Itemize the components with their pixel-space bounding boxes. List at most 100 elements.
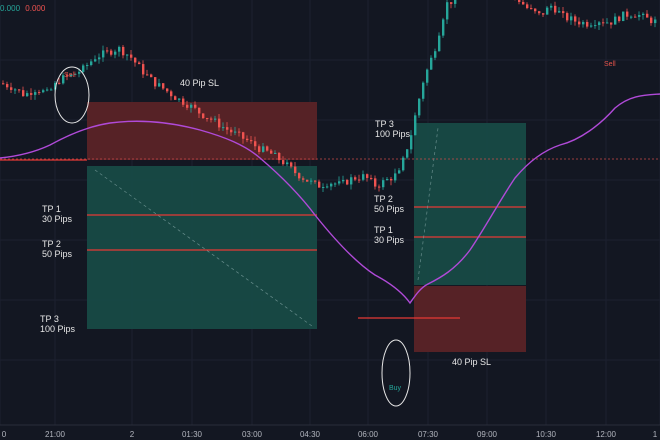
- candle-body: [226, 127, 229, 130]
- candle-body: [174, 96, 177, 100]
- sell-signal-2-text: Sell: [604, 61, 616, 68]
- candle-body: [242, 132, 245, 139]
- candle-body: [566, 13, 569, 21]
- candle-body: [342, 179, 345, 182]
- candle-body: [18, 89, 21, 91]
- candle-body: [538, 11, 541, 14]
- candle-body: [150, 74, 153, 78]
- buy-tp2-label: TP 2 50 Pips: [374, 194, 405, 214]
- candle-body: [194, 104, 197, 108]
- time-tick-label: 1: [652, 430, 658, 439]
- candle-body: [162, 83, 165, 89]
- candle-body: [378, 186, 381, 188]
- candle-body: [238, 131, 241, 133]
- candle-body: [286, 162, 289, 165]
- candle-body: [298, 173, 301, 179]
- candle-body: [310, 180, 313, 182]
- candle-body: [390, 178, 393, 181]
- candle-body: [654, 19, 657, 24]
- candle-body: [134, 57, 137, 63]
- candle-body: [446, 2, 449, 20]
- candle-body: [402, 157, 405, 171]
- candle-body: [646, 13, 649, 18]
- candle-body: [118, 46, 121, 52]
- candle-body: [170, 91, 173, 97]
- buy-signal-circle[interactable]: [381, 339, 411, 407]
- candle-body: [206, 118, 209, 120]
- ohlc-value-right: 0.000: [25, 4, 46, 13]
- candle-body: [26, 93, 29, 97]
- candle-body: [622, 11, 625, 22]
- candle-body: [142, 64, 145, 75]
- candle-body: [330, 183, 333, 187]
- candle-body: [638, 15, 641, 17]
- candle-body: [574, 16, 577, 22]
- candle-body: [106, 50, 109, 52]
- candle-body: [246, 138, 249, 141]
- sell-projection-line: [94, 169, 313, 327]
- time-tick-label: 04:30: [299, 430, 321, 439]
- ohlc-readout: 0.000 0.000: [0, 4, 48, 13]
- candle-body: [326, 186, 329, 188]
- candle-body: [90, 61, 93, 66]
- candle-body: [30, 93, 33, 95]
- candle-body: [250, 140, 253, 142]
- candle-body: [650, 17, 653, 24]
- candle-body: [554, 5, 557, 13]
- candle-body: [422, 82, 425, 99]
- candle-body: [50, 89, 53, 91]
- time-tick-label: 09:00: [476, 430, 498, 439]
- candle-body: [62, 75, 65, 84]
- candle-body: [518, 0, 521, 2]
- candle-body: [14, 89, 17, 91]
- candle-body: [58, 82, 61, 84]
- candle-body: [6, 84, 9, 88]
- candle-body: [338, 181, 341, 184]
- time-tick-label: 12:00: [595, 430, 617, 439]
- candle-body: [614, 16, 617, 25]
- buy-projection-line: [417, 127, 439, 281]
- candle-body: [558, 11, 561, 13]
- candle-body: [258, 146, 261, 152]
- moving-average-line[interactable]: [0, 93, 660, 305]
- candle-body: [322, 187, 325, 189]
- candle-body: [630, 16, 633, 18]
- candle-body: [98, 57, 101, 60]
- candle-body: [450, 2, 453, 4]
- candle-body: [530, 8, 533, 10]
- candle-body: [2, 83, 5, 85]
- candlestick-series: [2, 0, 657, 193]
- time-tick-label: 10:30: [535, 430, 557, 439]
- sell-take-profit-zone[interactable]: [87, 166, 317, 329]
- buy-stop-loss-zone[interactable]: [414, 286, 526, 352]
- candle-body: [42, 90, 45, 93]
- sell-signal-circle[interactable]: [54, 66, 90, 124]
- time-tick-label: 06:00: [357, 430, 379, 439]
- candle-body: [406, 149, 409, 158]
- candle-body: [302, 178, 305, 180]
- candle-body: [562, 11, 565, 14]
- candle-body: [578, 21, 581, 25]
- candle-body: [146, 74, 149, 76]
- candle-body: [254, 141, 257, 147]
- candle-body: [10, 87, 13, 90]
- candle-body: [542, 13, 545, 15]
- sell-tp2-label: TP 2 50 Pips: [42, 239, 73, 259]
- candle-body: [102, 50, 105, 58]
- candle-body: [590, 25, 593, 27]
- candle-body: [34, 92, 37, 95]
- candle-body: [454, 0, 457, 4]
- candle-body: [430, 57, 433, 70]
- candle-body: [202, 113, 205, 119]
- candle-body: [274, 152, 277, 154]
- candle-body: [154, 77, 157, 87]
- candle-body: [306, 179, 309, 182]
- candle-body: [166, 88, 169, 92]
- candle-body: [130, 54, 133, 58]
- buy-take-profit-zone[interactable]: [414, 123, 526, 285]
- candle-body: [434, 51, 437, 58]
- candle-body: [54, 82, 57, 90]
- candle-body: [394, 173, 397, 181]
